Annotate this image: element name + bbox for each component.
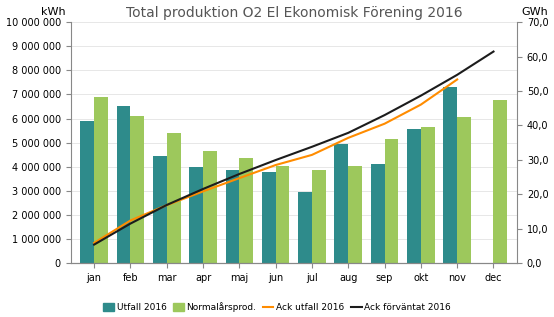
Bar: [167, 133, 181, 263]
Bar: [384, 139, 398, 263]
Bar: [371, 164, 384, 263]
Bar: [494, 100, 507, 263]
Bar: [203, 151, 217, 263]
Bar: [407, 129, 421, 263]
Bar: [276, 165, 289, 263]
Title: Total produktion O2 El Ekonomisk Förening 2016: Total produktion O2 El Ekonomisk Förenin…: [126, 6, 462, 20]
Text: GWh: GWh: [521, 7, 548, 17]
Bar: [80, 121, 94, 263]
Bar: [94, 97, 108, 263]
Bar: [421, 127, 435, 263]
Legend: Utfall 2016, Normalårsprod., Ack utfall 2016, Ack förväntat 2016: Utfall 2016, Normalårsprod., Ack utfall …: [99, 299, 455, 316]
Bar: [335, 144, 348, 263]
Bar: [130, 116, 144, 263]
Bar: [239, 158, 253, 263]
Bar: [298, 192, 312, 263]
Text: kWh: kWh: [42, 7, 66, 17]
Bar: [457, 117, 471, 263]
Bar: [225, 170, 239, 263]
Bar: [117, 107, 130, 263]
Bar: [262, 171, 276, 263]
Bar: [312, 170, 326, 263]
Bar: [348, 165, 362, 263]
Bar: [189, 167, 203, 263]
Bar: [443, 87, 457, 263]
Bar: [153, 156, 167, 263]
